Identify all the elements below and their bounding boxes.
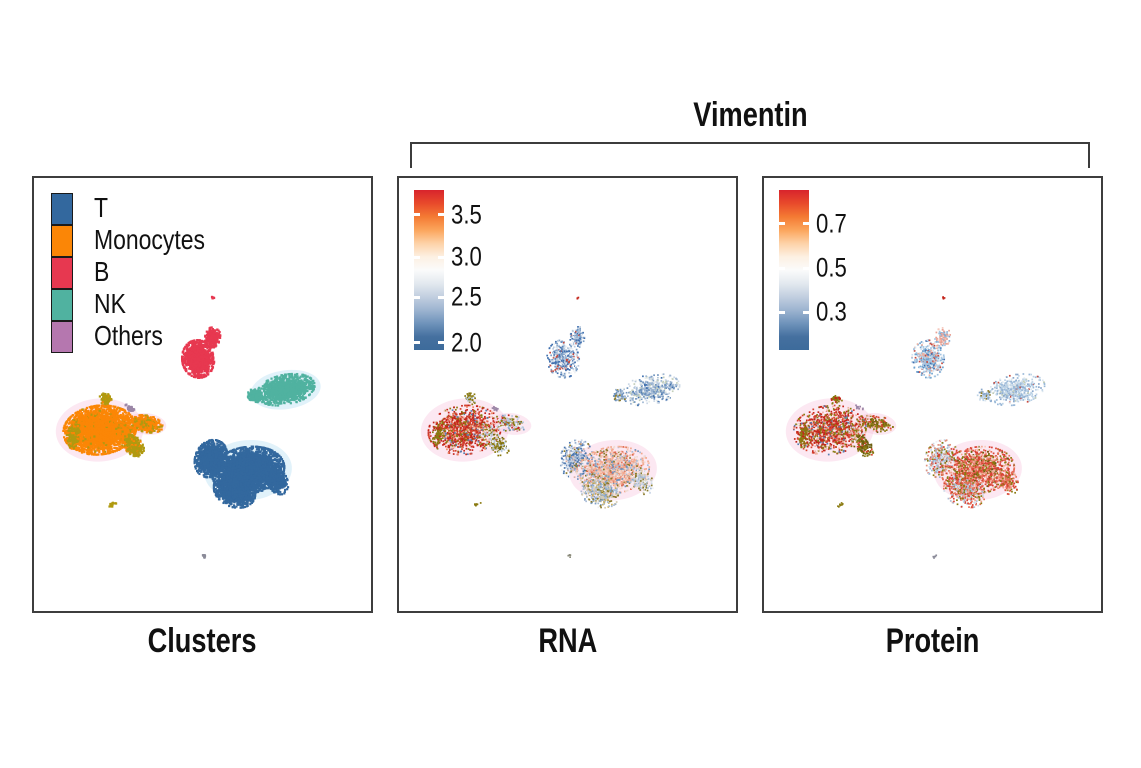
colorbar-tick-label: 3.0 xyxy=(451,241,482,272)
panel-title-clusters: Clusters xyxy=(32,622,373,661)
colorbar-tick-label: 3.5 xyxy=(451,199,482,230)
legend-key-swatch xyxy=(51,256,73,289)
colorbar-tick-mark xyxy=(414,295,420,299)
colorbar-tick-mark xyxy=(803,310,809,314)
legend-key-swatch xyxy=(51,288,73,321)
panel-clusters: T Monocytes B NK Others xyxy=(32,176,373,613)
legend-key-swatch xyxy=(51,320,73,353)
colorbar-tick-mark xyxy=(414,255,420,259)
panel-protein: 0.7 0.5 0.3 xyxy=(762,176,1103,613)
legend-label: Monocytes xyxy=(94,224,206,255)
panel-title-rna: RNA xyxy=(397,622,738,661)
legend-label: Others xyxy=(94,320,163,351)
panel-title-protein-text: Protein xyxy=(885,622,980,660)
panel-title-rna-text: RNA xyxy=(538,622,597,660)
umap-plot-protein xyxy=(764,178,1101,611)
protein-colorbar: 0.7 0.5 0.3 xyxy=(779,190,847,350)
panel-title-protein: Protein xyxy=(762,622,1103,661)
colorbar-tick-mark xyxy=(438,295,444,299)
colorbar-tick-mark xyxy=(438,255,444,259)
colorbar-tick-mark xyxy=(779,310,785,314)
figure-title: Vimentin xyxy=(410,96,1090,135)
umap-plot-rna xyxy=(399,178,736,611)
colorbar-tick-label: 0.7 xyxy=(816,208,847,239)
colorbar-tick-mark xyxy=(438,213,444,217)
legend-label: B xyxy=(94,256,110,287)
colorbar-tick-mark xyxy=(779,266,785,270)
colorbar-tick-label: 2.0 xyxy=(451,327,482,358)
legend-key-swatch xyxy=(51,224,73,257)
panel-rna: 3.5 3.0 2.5 2.0 xyxy=(397,176,738,613)
colorbar-tick-label: 0.3 xyxy=(816,296,847,327)
figure-title-text: Vimentin xyxy=(692,96,808,134)
umap-plot-clusters xyxy=(34,178,371,611)
legend-item-others: Others xyxy=(51,320,229,353)
colorbar-tick-mark xyxy=(779,222,785,226)
colorbar-tick-mark xyxy=(803,266,809,270)
colorbar-tick-mark xyxy=(414,213,420,217)
legend-item-monocytes: Monocytes xyxy=(51,224,229,257)
legend-item-b: B xyxy=(51,256,229,289)
panel-title-clusters-text: Clusters xyxy=(148,622,257,660)
colorbar-gradient xyxy=(779,190,809,350)
colorbar-tick-mark xyxy=(438,341,444,345)
cluster-legend: T Monocytes B NK Others xyxy=(51,192,229,353)
span-bracket xyxy=(410,142,1090,168)
colorbar-tick-mark xyxy=(803,222,809,226)
colorbar-tick-label: 2.5 xyxy=(451,281,482,312)
legend-label: T xyxy=(94,192,109,223)
colorbar-tick-mark xyxy=(414,341,420,345)
legend-item-t: T xyxy=(51,192,229,225)
legend-label: NK xyxy=(94,288,126,319)
rna-colorbar: 3.5 3.0 2.5 2.0 xyxy=(414,190,482,357)
colorbar-gradient xyxy=(414,190,444,350)
legend-key-swatch xyxy=(51,192,73,225)
legend-item-nk: NK xyxy=(51,288,229,321)
colorbar-tick-label: 0.5 xyxy=(816,252,847,283)
